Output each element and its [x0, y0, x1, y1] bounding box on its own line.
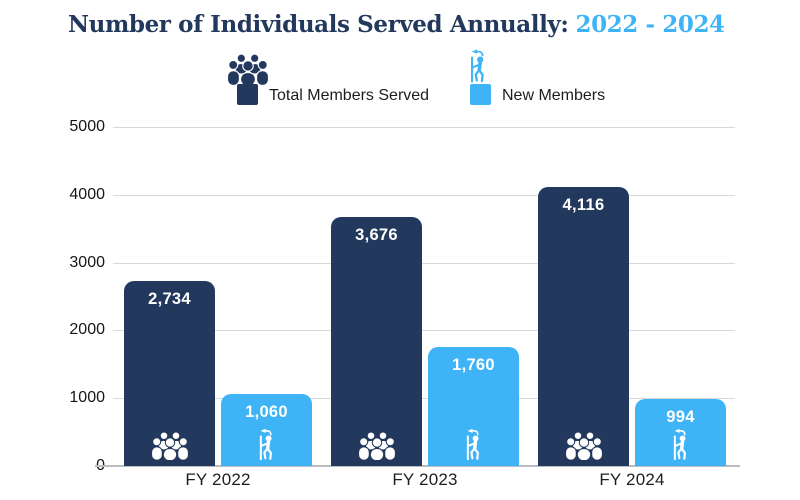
bar-fy-2022-total-members: 2,734 [124, 280, 215, 466]
bar-value-label: 4,116 [562, 195, 605, 214]
people-group-icon [331, 431, 422, 462]
legend-swatch-total-members [237, 84, 258, 105]
chart-title-main: Number of Individuals Served Annually: [68, 11, 569, 38]
people-group-icon [150, 431, 189, 462]
legend-swatch-new-members [470, 84, 491, 105]
bar-fy-2022-new-members: 1,060 [221, 394, 312, 466]
y-tick-label-1000: 1000 [69, 389, 105, 407]
people-group-icon [357, 431, 396, 462]
x-category-label-fy-2024: FY 2024 [599, 470, 665, 489]
bar-value-label: 2,734 [148, 289, 191, 308]
chart-title-years: 2022 - 2024 [575, 11, 725, 38]
legend-label-new-members: New Members [502, 87, 606, 104]
people-group-icon [564, 431, 603, 462]
chart-title: Number of Individuals Served Annually: 20… [68, 11, 725, 38]
gridline-5000 [113, 127, 735, 128]
bar-fy-2023-new-members: 1,760 [428, 346, 519, 466]
people-group-icon [226, 53, 270, 87]
bar-fy-2024-total-members: 4,116 [538, 186, 629, 466]
hiker-icon [635, 428, 726, 461]
y-tick-label-5000: 5000 [69, 118, 105, 135]
hiker-icon [471, 49, 484, 83]
people-group-icon [538, 431, 629, 462]
people-group-icon [226, 53, 270, 87]
gridline-2000 [113, 330, 735, 332]
bar-value-label: 1,060 [245, 403, 288, 422]
bar-fy-2023-total-members: 3,676 [331, 216, 422, 466]
gridline-4000 [113, 194, 735, 196]
hiker-icon [468, 49, 488, 83]
bar-value-label: 3,676 [355, 225, 398, 244]
x-category-label-fy-2023: FY 2023 [392, 470, 458, 489]
hiker-icon [673, 428, 686, 461]
hiker-icon [221, 428, 312, 461]
gridline-1000 [113, 398, 735, 400]
bar-value-label: 1,760 [452, 355, 495, 374]
y-tick-label-4000: 4000 [69, 185, 105, 203]
bar-value-label: 994 [666, 407, 695, 426]
hiker-icon [466, 428, 479, 461]
x-axis-line [95, 465, 740, 467]
gridline-3000 [113, 262, 735, 264]
hiker-icon [259, 428, 272, 461]
bar-fy-2024-new-members: 994 [635, 398, 726, 466]
x-category-label-fy-2022: FY 2022 [185, 470, 251, 489]
y-tick-label-2000: 2000 [69, 321, 105, 339]
legend-label-total-members: Total Members Served [269, 87, 430, 104]
hiker-icon [428, 428, 519, 461]
y-tick-label-3000: 3000 [69, 253, 105, 271]
people-group-icon [124, 431, 215, 462]
